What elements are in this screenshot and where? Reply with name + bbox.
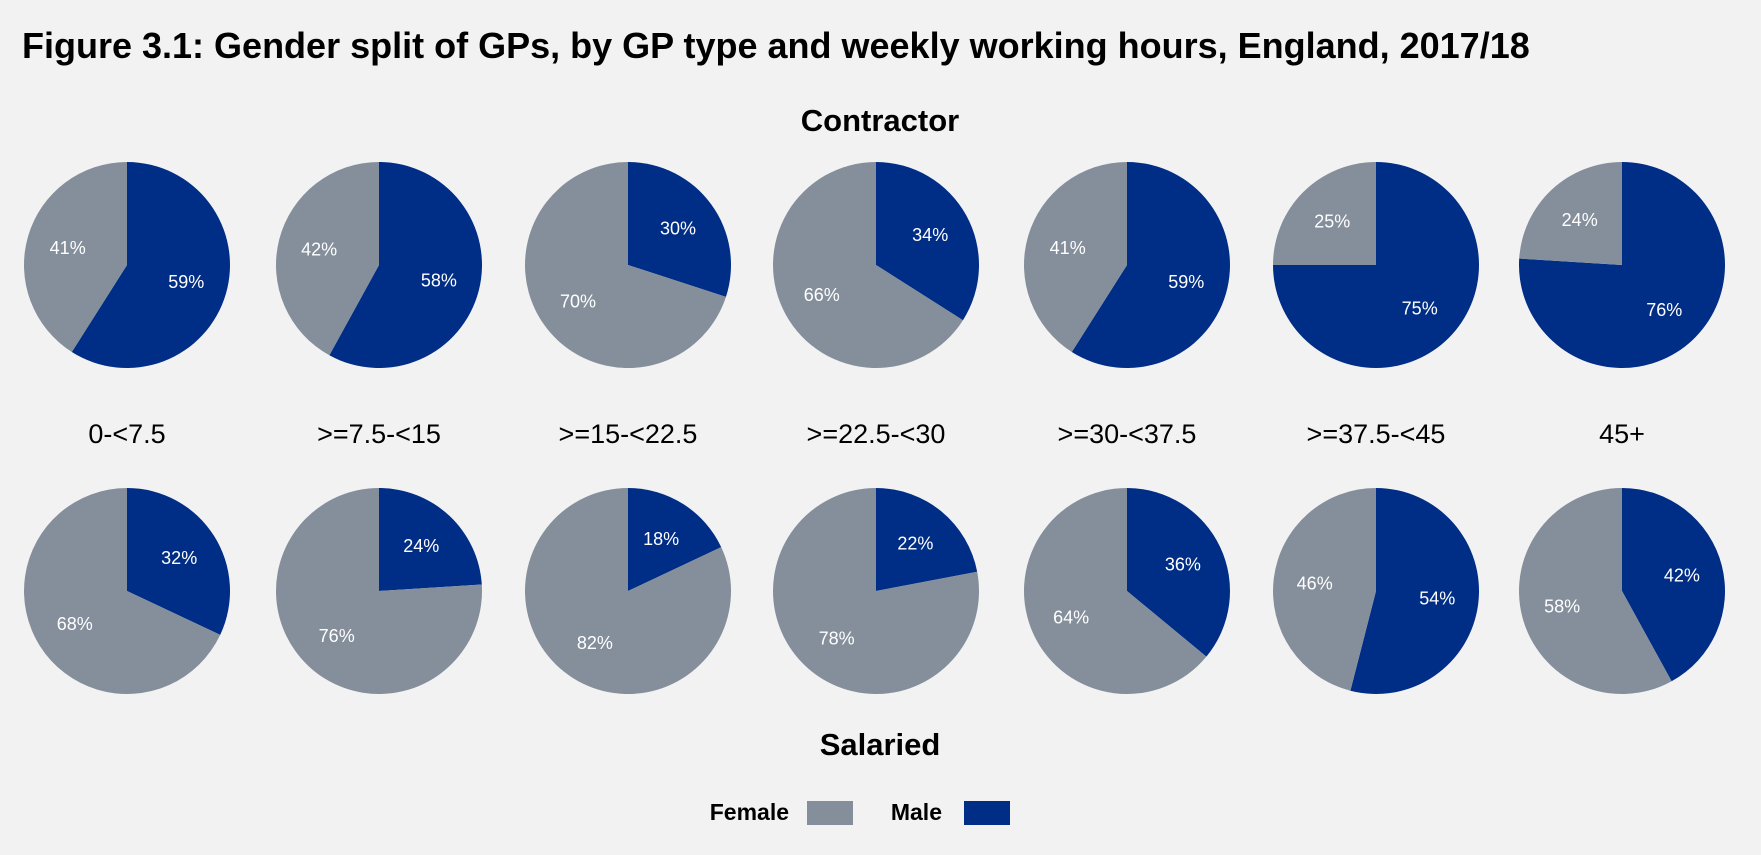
slice-label-female: 66%: [804, 285, 840, 305]
slice-label-female: 41%: [50, 238, 86, 258]
legend-label: Female: [710, 799, 789, 825]
slice-label-male: 24%: [403, 536, 439, 556]
hours-band-label: >=15-<22.5: [559, 419, 698, 449]
pie-salaried-6: 54% 46%: [1273, 488, 1480, 694]
pie-slice-male: [876, 162, 980, 321]
pie-salaried-3: 18% 82%: [525, 488, 732, 695]
pie-slice-female: [773, 162, 963, 369]
group-title-salaried: Salaried: [820, 727, 941, 762]
slice-label-male: 30%: [660, 219, 696, 239]
pie-slice-female: [773, 488, 980, 694]
legend-swatch: [807, 801, 853, 825]
hours-band-label: 0-<7.5: [88, 419, 165, 449]
slice-label-male: 76%: [1646, 300, 1682, 320]
pie-salaried-4: 22% 78%: [773, 488, 980, 694]
slice-label-female: 76%: [319, 626, 355, 646]
pie-slice-male: [1127, 488, 1230, 657]
slice-label-female: 64%: [1053, 607, 1089, 627]
pie-slice-female: [525, 162, 726, 368]
legend-item-female: Female: [710, 799, 853, 825]
slice-label-male: 36%: [1165, 555, 1201, 575]
pie-slice-male: [628, 162, 732, 297]
group-title-contractor: Contractor: [801, 103, 959, 138]
pie-contractor-6: 75% 25%: [1273, 162, 1479, 368]
hours-band-label: >=7.5-<15: [317, 419, 441, 449]
pie-slice-male: [71, 162, 230, 368]
pie-slice-female: [525, 488, 732, 695]
pie-salaried-1: 32% 68%: [24, 488, 231, 694]
pie-slice-male: [628, 488, 722, 591]
pie-slice-female: [1023, 162, 1127, 352]
pie-slice-female: [24, 488, 221, 694]
legend-item-male: Male: [891, 799, 1010, 825]
pie-slice-male: [1622, 488, 1726, 682]
legend-swatch: [964, 801, 1010, 825]
pie-slice-male: [876, 488, 978, 591]
slice-label-male: 22%: [897, 533, 933, 553]
slice-label-male: 75%: [1402, 299, 1438, 319]
pie-slice-female: [1273, 162, 1376, 265]
slice-label-female: 46%: [1297, 573, 1333, 593]
slice-label-male: 42%: [1664, 566, 1700, 586]
slice-label-female: 70%: [560, 291, 596, 311]
slice-label-female: 82%: [577, 633, 613, 653]
pie-contractor-1: 59% 41%: [23, 162, 230, 368]
pie-slice-female: [275, 162, 379, 356]
hours-band-label: >=22.5-<30: [807, 419, 946, 449]
slice-label-female: 42%: [301, 240, 337, 260]
hours-labels-layer: Contractor Salaried 0-<7.5 >=7.5-<15 >=15-<2…: [88, 103, 1645, 762]
pie-contractor-7: 76% 24%: [1518, 162, 1725, 369]
legend-label: Male: [891, 799, 942, 825]
pie-salaried-7: 42% 58%: [1519, 488, 1726, 694]
pie-slice-female: [1023, 488, 1207, 695]
pie-slice-female: [1519, 162, 1622, 265]
pie-slice-male: [1071, 162, 1230, 369]
pies-layer: 59%41%58%42%30%70%34%66%59%41%75%25%76%2…: [23, 162, 1726, 695]
pie-contractor-3: 30% 70%: [525, 162, 732, 368]
slice-label-female: 24%: [1562, 210, 1598, 230]
slice-label-female: 78%: [819, 629, 855, 649]
pie-contractor-4: 34% 66%: [773, 162, 980, 369]
hours-band-label: 45+: [1599, 419, 1645, 449]
slice-label-male: 59%: [1168, 272, 1204, 292]
slice-label-female: 58%: [1544, 596, 1580, 616]
slice-label-male: 18%: [643, 529, 679, 549]
pie-slice-male: [329, 162, 482, 369]
slice-label-male: 58%: [421, 270, 457, 290]
slice-label-female: 25%: [1314, 211, 1350, 231]
slice-label-female: 41%: [1050, 238, 1086, 258]
pie-salaried-2: 24% 76%: [276, 488, 483, 694]
slice-label-male: 59%: [168, 272, 204, 292]
hours-band-label: >=30-<37.5: [1058, 419, 1197, 449]
pie-slice-female: [276, 488, 483, 694]
slice-label-male: 54%: [1419, 589, 1455, 609]
pie-slice-male: [1350, 488, 1480, 694]
slice-label-male: 34%: [912, 225, 948, 245]
figure-title: Figure 3.1: Gender split of GPs, by GP t…: [22, 25, 1530, 66]
legend: Female Male: [710, 799, 1010, 825]
pie-slice-female: [1273, 488, 1376, 691]
pie-slice-female: [1519, 488, 1672, 694]
pie-slice-male: [127, 488, 231, 635]
pie-salaried-5: 36% 64%: [1023, 488, 1230, 695]
pie-contractor-5: 59% 41%: [1023, 162, 1230, 369]
pie-slice-male: [1518, 162, 1725, 369]
slice-label-male: 32%: [161, 548, 197, 568]
pie-slice-male: [379, 488, 482, 591]
pie-slice-female: [23, 162, 127, 352]
hours-band-label: >=37.5-<45: [1307, 419, 1446, 449]
slice-label-female: 68%: [57, 614, 93, 634]
pie-contractor-2: 58% 42%: [275, 162, 482, 369]
